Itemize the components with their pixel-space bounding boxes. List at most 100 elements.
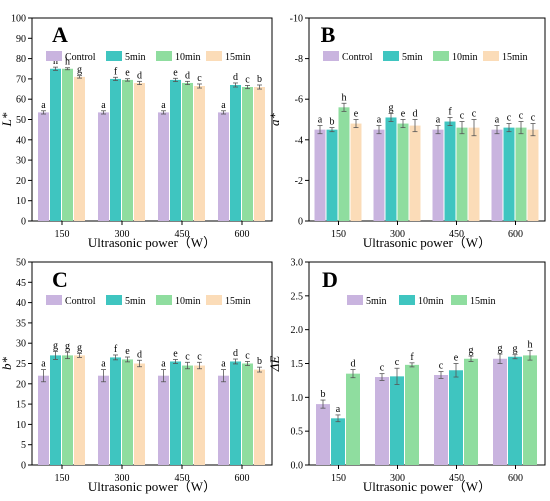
bar-10min (242, 363, 253, 465)
x-tick-label: 150 (55, 473, 70, 484)
y-tick-label: 50 (16, 258, 26, 269)
bar-15min (468, 127, 480, 221)
significance-label: c (507, 113, 512, 124)
significance-label: a (377, 115, 382, 126)
significance-label: h (65, 57, 70, 68)
y-tick-label: -6 (295, 95, 303, 106)
x-tick-label: 300 (390, 473, 405, 484)
bar-5min (110, 357, 121, 465)
y-axis-title: a* (267, 113, 282, 127)
y-tick-label: 0.5 (291, 427, 304, 438)
significance-label: a (495, 115, 500, 126)
legend-swatch-5min (106, 51, 122, 61)
significance-label: a (101, 359, 106, 370)
x-tick-label: 150 (331, 473, 346, 484)
significance-label: a (336, 404, 341, 415)
x-axis-title: Ultrasonic power（W） (363, 479, 491, 494)
panel-letter: A (52, 22, 68, 47)
legend-swatch-control (46, 295, 62, 305)
bar-5min (385, 117, 397, 221)
legend-swatch-10min (399, 295, 415, 305)
significance-label: c (185, 351, 190, 362)
legend-label: Control (342, 52, 373, 63)
bar-15min (134, 363, 145, 465)
bar-15min (346, 373, 360, 465)
bar-10min (122, 359, 133, 465)
significance-label: d (137, 70, 142, 81)
y-tick-label: 0 (21, 461, 26, 472)
x-axis-title: Ultrasonic power（W） (363, 235, 491, 250)
bar-5min (503, 127, 515, 221)
bar-10min (182, 82, 193, 222)
y-tick-label: 50 (16, 115, 26, 126)
bar-control (98, 112, 109, 221)
significance-label: g (77, 65, 82, 76)
panel-letter: B (321, 22, 336, 47)
y-tick-label: 10 (16, 420, 26, 431)
significance-label: a (41, 100, 46, 111)
legend-label: 15min (225, 52, 251, 63)
bar-10min (331, 418, 345, 465)
x-tick-label: 600 (235, 473, 250, 484)
y-tick-label: 0 (298, 217, 303, 228)
bar-control (491, 129, 503, 221)
bar-10min (390, 376, 404, 465)
significance-label: h (53, 56, 58, 67)
significance-label: f (410, 352, 414, 363)
y-axis-title: L* (0, 112, 14, 127)
bar-15min (523, 355, 537, 465)
bar-10min (62, 355, 73, 465)
x-tick-label: 600 (508, 473, 523, 484)
legend-label: 10min (452, 52, 478, 63)
significance-label: c (380, 363, 385, 374)
significance-label: d (351, 359, 356, 370)
y-axis-title: ΔE (267, 356, 282, 373)
significance-label: b (321, 389, 326, 400)
bar-control (38, 112, 49, 221)
significance-label: e (125, 346, 130, 357)
bar-15min (254, 369, 265, 465)
legend-swatch-control (323, 51, 339, 61)
x-tick-label: 600 (235, 229, 250, 240)
y-tick-label: 1.5 (291, 359, 304, 370)
panel-letter: D (322, 267, 338, 292)
y-tick-label: 90 (16, 34, 26, 45)
significance-label: f (114, 66, 118, 77)
bar-control (432, 129, 444, 221)
bar-10min (182, 365, 193, 465)
legend-label: 5min (402, 52, 423, 63)
bar-15min (194, 86, 205, 221)
significance-label: f (114, 344, 118, 355)
y-tick-label: 10 (16, 196, 26, 207)
bar-15min (74, 76, 85, 222)
y-tick-label: 70 (16, 74, 26, 85)
y-tick-label: 5 (21, 440, 26, 451)
legend-swatch-5min (106, 295, 122, 305)
significance-label: h (528, 340, 533, 351)
x-tick-label: 300 (115, 473, 130, 484)
x-tick-label: 300 (390, 229, 405, 240)
y-tick-label: 2.0 (291, 325, 304, 336)
significance-label: b (257, 74, 262, 85)
bar-15min (350, 123, 362, 221)
bar-5min (230, 361, 241, 465)
significance-label: d (233, 72, 238, 83)
y-tick-label: 25 (16, 359, 26, 370)
legend-label: 5min (125, 296, 146, 307)
bar-control (98, 375, 109, 465)
significance-label: e (454, 353, 459, 364)
legend-label: 5min (366, 296, 387, 307)
y-tick-label: 20 (16, 379, 26, 390)
significance-label: e (173, 67, 178, 78)
bar-5min (444, 121, 456, 221)
legend-label: Control (65, 296, 96, 307)
significance-label: a (161, 359, 166, 370)
significance-label: a (101, 100, 106, 111)
significance-label: g (389, 102, 394, 113)
significance-label: e (125, 68, 130, 79)
y-tick-label: -8 (295, 54, 303, 65)
